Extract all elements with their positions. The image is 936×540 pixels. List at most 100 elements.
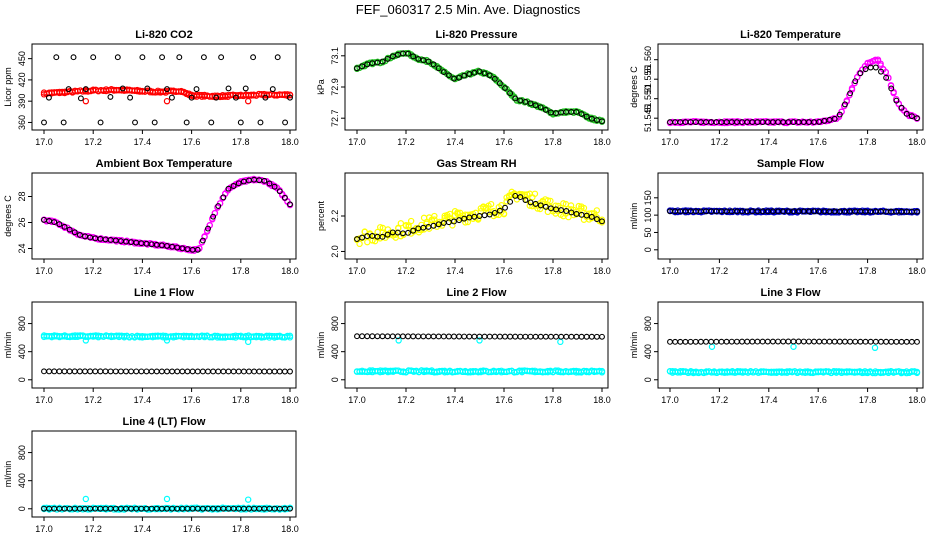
data-point bbox=[132, 119, 138, 126]
data-point bbox=[456, 74, 463, 81]
data-point bbox=[481, 70, 488, 77]
data-point bbox=[359, 234, 366, 241]
data-point bbox=[775, 338, 782, 345]
data-point bbox=[563, 208, 570, 214]
x-tick-label: 17.2 bbox=[84, 137, 102, 147]
y-tick-label: 0 bbox=[643, 377, 653, 382]
y-axis-label: degrees C bbox=[629, 66, 639, 108]
data-point bbox=[183, 119, 190, 126]
data-point bbox=[532, 200, 539, 207]
x-tick-label: 18.0 bbox=[593, 137, 611, 147]
data-point bbox=[687, 338, 694, 345]
data-point bbox=[225, 85, 232, 92]
data-point bbox=[56, 368, 63, 375]
panel-5: Gas Stream RH percent 17.0 17.2 17.4 17.6 17.8… bbox=[316, 158, 611, 276]
data-point bbox=[287, 368, 293, 375]
data-point bbox=[451, 218, 457, 225]
data-point bbox=[359, 333, 366, 340]
data-point bbox=[883, 338, 890, 345]
x-tick-label: 17.0 bbox=[661, 137, 679, 147]
x-tick-label: 17.4 bbox=[446, 395, 464, 405]
data-point bbox=[522, 98, 529, 105]
series-average bbox=[41, 54, 293, 126]
plot-frame bbox=[31, 43, 297, 131]
data-point bbox=[544, 197, 552, 204]
y-tick-label: 420 bbox=[17, 72, 27, 87]
data-point bbox=[527, 100, 534, 107]
data-point bbox=[193, 86, 200, 93]
data-point bbox=[374, 333, 381, 340]
x-tick-label: 17.2 bbox=[84, 395, 102, 405]
y-tick-label: 0 bbox=[17, 506, 27, 511]
data-point bbox=[274, 54, 281, 61]
data-point bbox=[225, 185, 232, 192]
data-point bbox=[184, 368, 191, 375]
x-tick-label: 17.6 bbox=[183, 524, 201, 534]
data-point bbox=[230, 368, 237, 375]
data-point bbox=[466, 71, 473, 77]
data-point bbox=[565, 213, 572, 221]
data-point bbox=[475, 216, 482, 223]
data-point bbox=[821, 338, 828, 345]
y-axis-label: ml/min bbox=[629, 332, 639, 359]
data-point bbox=[878, 68, 884, 75]
data-point bbox=[144, 85, 151, 92]
data-point bbox=[286, 332, 294, 340]
panel-7: Line 1 Flow ml/min 17.0 17.2 17.4 17.6 17.8 18.… bbox=[3, 287, 299, 405]
data-point bbox=[189, 368, 196, 375]
data-point bbox=[41, 368, 47, 375]
data-point bbox=[410, 53, 417, 60]
data-point bbox=[790, 343, 797, 350]
data-point bbox=[537, 333, 544, 340]
data-point bbox=[836, 111, 843, 118]
y-axis-label: ml/min bbox=[316, 332, 326, 359]
y-tick-label: 28 bbox=[17, 191, 27, 201]
data-point bbox=[578, 205, 585, 212]
data-point bbox=[503, 198, 510, 205]
data-point bbox=[456, 333, 463, 340]
data-point bbox=[496, 207, 503, 214]
data-point bbox=[389, 53, 396, 60]
data-point bbox=[862, 338, 869, 345]
data-point bbox=[461, 72, 468, 79]
data-point bbox=[415, 333, 422, 340]
data-point bbox=[692, 338, 699, 345]
data-point bbox=[230, 183, 237, 189]
data-point bbox=[790, 338, 797, 345]
data-point bbox=[364, 333, 371, 340]
x-tick-label: 17.2 bbox=[84, 524, 102, 534]
y-tick-label: 800 bbox=[17, 316, 27, 331]
data-point bbox=[262, 94, 269, 101]
panel-title: Line 3 Flow bbox=[761, 287, 821, 299]
x-tick-label: 17.2 bbox=[397, 395, 415, 405]
data-point bbox=[500, 210, 508, 217]
data-point bbox=[244, 338, 252, 346]
x-tick-label: 17.4 bbox=[760, 266, 778, 276]
data-point bbox=[215, 368, 222, 375]
data-point bbox=[580, 204, 588, 212]
data-point bbox=[893, 97, 900, 104]
data-point bbox=[908, 113, 915, 120]
y-axis-label: kPa bbox=[316, 79, 326, 95]
x-tick-label: 17.6 bbox=[495, 266, 513, 276]
data-point bbox=[826, 338, 833, 345]
data-point bbox=[97, 368, 104, 375]
y-tick-label: 51.555 bbox=[643, 65, 653, 93]
panel-3: Li-820 Temperature degrees C 17.0 17.2 17.4 1… bbox=[629, 29, 926, 147]
data-point bbox=[718, 338, 725, 345]
data-point bbox=[200, 54, 207, 61]
data-point bbox=[425, 58, 432, 65]
y-tick-label: 400 bbox=[643, 344, 653, 359]
data-point bbox=[914, 208, 920, 215]
data-point bbox=[420, 57, 427, 64]
data-point bbox=[235, 180, 242, 187]
x-tick-label: 17.4 bbox=[134, 266, 152, 276]
data-point bbox=[232, 94, 239, 101]
data-point bbox=[522, 333, 529, 340]
data-point bbox=[138, 368, 145, 375]
y-tick-label: 360 bbox=[17, 115, 27, 130]
data-point bbox=[759, 338, 766, 345]
data-point bbox=[261, 177, 268, 184]
data-point bbox=[250, 54, 257, 61]
y-axis-label: ml/min bbox=[3, 332, 13, 359]
